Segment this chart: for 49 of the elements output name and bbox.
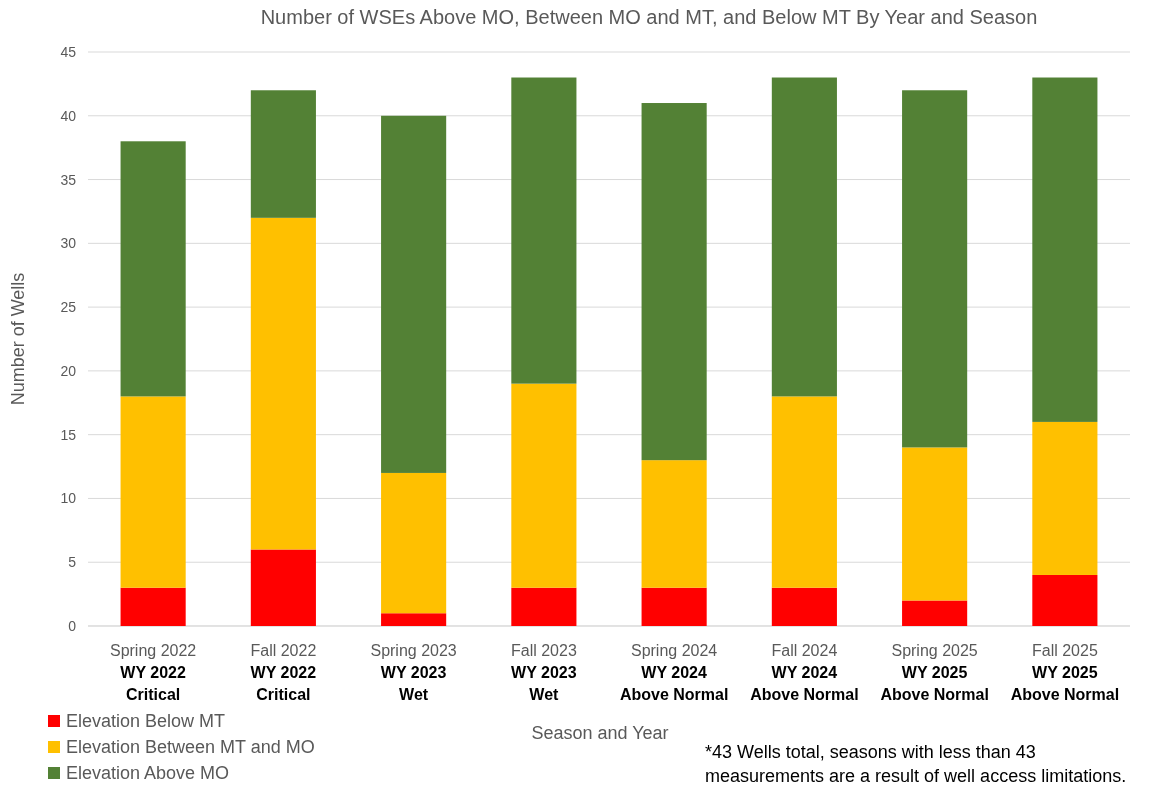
y-tick-label: 10 [60, 490, 77, 507]
y-tick-label: 25 [60, 299, 77, 316]
x-tick-label: Fall 2022 WY 2022 Critical [250, 642, 317, 703]
x-tick-label: Fall 2023 WY 2023 Wet [510, 642, 577, 703]
y-tick-label: 30 [60, 235, 77, 252]
x-axis-title: Season and Year [531, 723, 669, 743]
bar [641, 103, 707, 461]
bar [120, 587, 186, 626]
bar [250, 549, 316, 626]
bar [771, 587, 837, 626]
x-tick-label: Spring 2024 WY 2024 Above Normal [619, 642, 729, 703]
text: *43 Wells total, seasons with less than 43 measurements are a result of well access limitations. [705, 742, 1127, 786]
x-tick-label: Spring 2022 WY 2022 Critical [109, 642, 197, 703]
bar [1032, 421, 1098, 575]
bar [1032, 77, 1098, 422]
x-tick-label: Spring 2025 WY 2025 Above Normal [880, 642, 989, 703]
legend-label: Elevation Between MT and MO [66, 737, 315, 757]
bar [511, 383, 577, 588]
bar [250, 217, 316, 550]
y-tick-label: 40 [60, 107, 77, 124]
bar [1032, 574, 1098, 626]
bar [902, 600, 968, 626]
x-tick-label: Spring 2023 WY 2023 Wet [370, 642, 457, 703]
legend-label: Elevation Above MO [66, 763, 230, 783]
y-tick-label: 0 [68, 618, 77, 634]
x-tick-label: Fall 2024 WY 2024 Above Normal [750, 642, 859, 703]
y-axis-title: Number of Wells [8, 272, 28, 406]
bar [771, 396, 837, 588]
bar [381, 472, 447, 614]
y-tick-label: 45 [60, 44, 77, 60]
bar [120, 141, 186, 397]
legend-label: Elevation Below MT [66, 711, 226, 731]
bar [381, 613, 447, 626]
bar [771, 77, 837, 397]
chart-title: Number of WSEs Above MO, Between MO and MT, and Below MT By Year and Season [260, 6, 1038, 28]
y-tick-label: 35 [60, 171, 77, 188]
bar [641, 460, 707, 588]
y-tick-label: 20 [60, 362, 77, 379]
bar [902, 447, 968, 601]
y-tick-label: 5 [68, 554, 77, 571]
bar [511, 77, 577, 384]
bar [641, 587, 707, 626]
bar [120, 396, 186, 588]
bar [250, 90, 316, 218]
bar [381, 115, 447, 473]
bar [511, 587, 577, 626]
x-tick-label: Fall 2025 WY 2025 Above Normal [1010, 642, 1120, 703]
y-tick-label: 15 [60, 426, 77, 443]
bar [902, 90, 968, 448]
